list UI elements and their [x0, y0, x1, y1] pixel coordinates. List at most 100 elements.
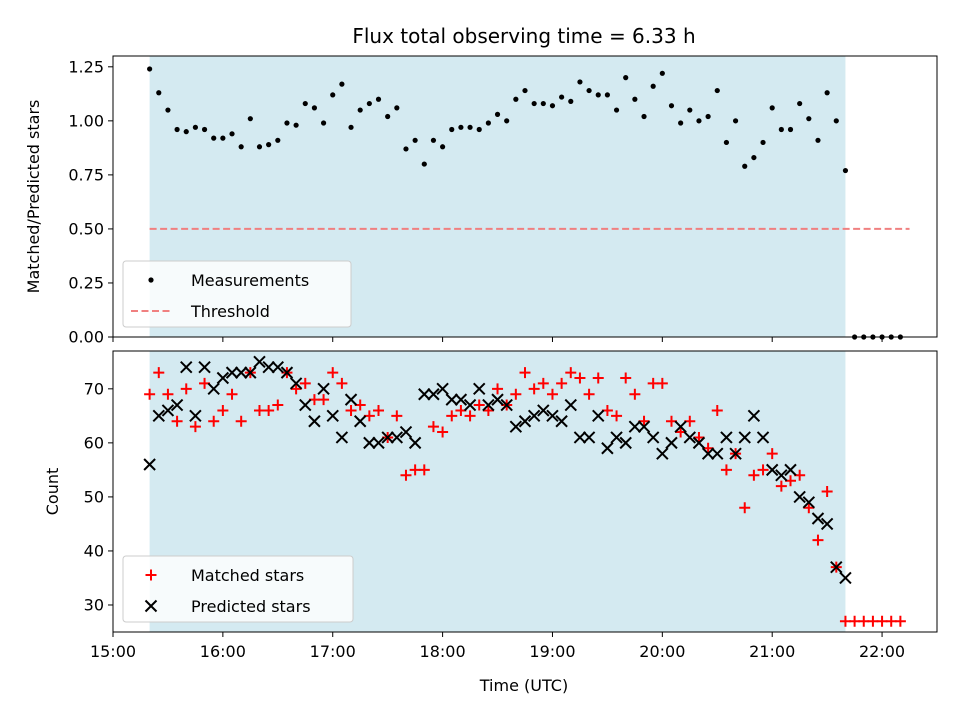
top-legend-items: Measurements Threshold: [131, 271, 309, 321]
measurement-point: [751, 154, 757, 161]
measurement-point: [769, 105, 775, 111]
measurement-point: [504, 118, 510, 124]
predicted-star-point: [637, 420, 651, 433]
bottom-y-tick-label: 40: [84, 541, 104, 560]
measurement-point: [357, 107, 363, 113]
matched-star-point: [748, 469, 760, 481]
top-legend-box: [122, 260, 352, 328]
measurement-point: [183, 129, 189, 135]
predicted-star-point: [564, 398, 577, 412]
predicted-star-point: [482, 398, 495, 412]
matched-star-point: [235, 415, 247, 427]
measurement-point: [623, 75, 629, 81]
measurement-point: [211, 135, 217, 141]
matched-star-point: [720, 464, 732, 476]
measurement-point: [385, 113, 391, 120]
measurement-point: [723, 139, 730, 146]
bottom-x-ticks: 15:00 16:00 17:00 18:00 19:00 20:00 21:00 22:00: [90, 632, 905, 661]
top-y-tick-label: 1.00: [68, 111, 104, 130]
chart-title: Flux total observing time = 6.33 h: [352, 24, 695, 48]
matched-star-point: [263, 404, 275, 416]
predicted-star-point: [207, 382, 220, 396]
predicted-star-point: [701, 447, 715, 460]
measurement-point: [824, 90, 830, 96]
predicted-star-point: [353, 415, 367, 428]
predicted-star-point: [839, 571, 852, 585]
matched-star-point: [528, 383, 540, 395]
x-tick-label: 18:00: [420, 642, 466, 661]
predicted-star-point: [775, 469, 788, 482]
x-axis-label: Time (UTC): [479, 676, 568, 695]
top-y-axis-label: Matched/Predicted stars: [24, 100, 43, 294]
predicted-star-point: [720, 431, 733, 444]
matched-star-point: [611, 410, 623, 422]
predicted-star-point: [372, 436, 385, 450]
x-tick-label: 20:00: [639, 642, 685, 661]
matched-star-point: [290, 383, 302, 395]
predicted-star-point: [646, 431, 660, 444]
matched-star-point: [739, 502, 751, 514]
predicted-star-point: [326, 409, 339, 423]
measurement-point: [220, 135, 226, 141]
predicted-star-point: [463, 398, 477, 412]
matched-star-point: [327, 367, 339, 379]
measurement-point: [430, 137, 437, 143]
measurement-point: [229, 131, 235, 137]
matched-star-point: [418, 464, 430, 476]
predicted-star-point: [527, 409, 541, 423]
measurement-point: [330, 92, 336, 98]
measurement-point: [494, 111, 501, 117]
measurement-point: [815, 137, 821, 143]
matched-star-point: [556, 377, 568, 389]
measurement-point: [513, 96, 519, 102]
predicted-star-point: [610, 431, 623, 444]
top-legend: Measurements Threshold: [122, 260, 352, 328]
bottom-panel: 30 40 50 60 70 15:00 16:00 17:00 18:00 19:00 20:0…: [43, 350, 938, 695]
measurement-point: [522, 87, 528, 94]
matched-star-point: [171, 415, 183, 427]
bottom-legend-box: [122, 555, 354, 623]
measurement-point: [806, 116, 812, 122]
predicted-star-point: [390, 431, 404, 444]
matched-star-point: [812, 534, 824, 546]
top-y-tick-label: 1.25: [68, 57, 104, 76]
legend-label: Measurements: [191, 271, 309, 290]
matched-star-point: [272, 399, 284, 411]
x-tick-label: 19:00: [529, 642, 575, 661]
predicted-star-point: [244, 366, 257, 379]
top-x-ticks: [112, 337, 883, 342]
predicted-star-point: [381, 431, 394, 444]
matched-star-point: [153, 367, 165, 379]
measurement-point: [247, 116, 253, 122]
measurement-point: [778, 126, 784, 133]
measurement-point: [275, 137, 281, 143]
measurement-point: [732, 118, 739, 124]
predicted-star-point: [317, 382, 330, 396]
matched-star-point: [162, 388, 174, 400]
matched-star-point: [373, 404, 385, 416]
matched-star-point: [894, 615, 906, 627]
matched-star-point: [391, 410, 403, 422]
measurement-point: [659, 70, 665, 76]
measurement-point: [375, 96, 382, 102]
matched-star-point: [766, 448, 778, 460]
measurement-point: [595, 92, 601, 98]
measurement-point: [641, 113, 647, 120]
measurement-point: [266, 142, 272, 148]
measurement-point: [833, 118, 839, 124]
measurement-point: [559, 94, 565, 100]
matched-star-point: [537, 377, 549, 389]
matched-star-point: [427, 421, 439, 433]
predicted-star-point: [592, 409, 605, 423]
predicted-star-point: [189, 409, 202, 423]
predicted-star-point: [692, 436, 706, 450]
matched-star-point: [446, 410, 458, 422]
predicted-star-point: [683, 431, 697, 444]
predicted-star-point: [729, 447, 742, 460]
predicted-star-point: [573, 431, 587, 444]
measurement-point: [549, 103, 556, 109]
matched-star-point: [226, 388, 238, 400]
predicted-star-point: [555, 415, 568, 428]
measurement-point: [696, 118, 702, 124]
